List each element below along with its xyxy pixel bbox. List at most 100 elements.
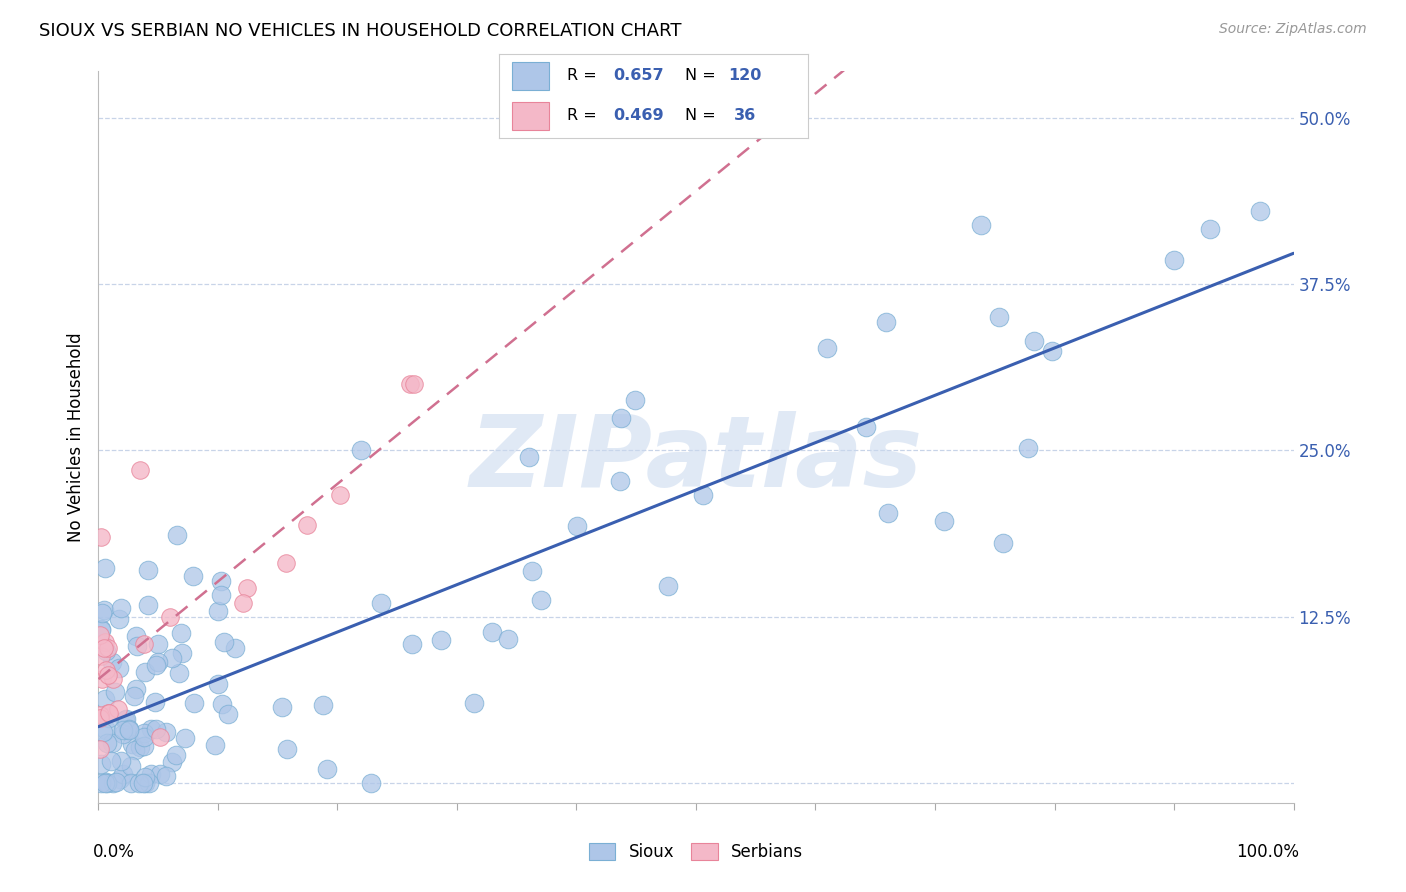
Sioux	[609, 410, 631, 425]
Text: 0.0%: 0.0%	[93, 843, 135, 861]
Sioux	[93, 603, 115, 617]
Sioux	[970, 218, 993, 232]
Sioux	[139, 767, 162, 781]
Serbians	[97, 641, 120, 656]
Sioux	[609, 475, 631, 489]
Serbians	[297, 517, 319, 532]
Sioux	[211, 697, 233, 711]
Sioux	[90, 623, 112, 637]
Sioux	[212, 634, 235, 648]
Sioux	[160, 755, 183, 769]
Sioux	[94, 775, 117, 789]
Sioux	[134, 665, 156, 679]
Serbians	[149, 730, 172, 744]
Sioux	[312, 698, 335, 712]
Serbians	[90, 648, 112, 663]
Sioux	[124, 689, 146, 703]
Sioux	[117, 722, 139, 736]
Serbians	[93, 641, 115, 656]
Sioux	[172, 646, 194, 660]
Sioux	[145, 722, 167, 736]
Sioux	[1199, 222, 1222, 236]
Text: R =: R =	[567, 68, 602, 83]
Serbians	[402, 376, 425, 391]
Sioux	[134, 770, 156, 784]
Sioux	[90, 622, 112, 636]
Sioux	[932, 515, 955, 529]
Sioux	[316, 762, 339, 776]
Sioux	[125, 640, 148, 654]
Sioux	[657, 578, 679, 592]
Serbians	[232, 596, 254, 610]
Sioux	[148, 767, 170, 781]
Sioux	[875, 315, 897, 329]
Sioux	[90, 757, 112, 772]
Sioux	[90, 776, 112, 790]
Sioux	[132, 776, 155, 790]
Sioux	[991, 535, 1014, 549]
Sioux	[209, 574, 232, 589]
Sioux	[370, 597, 392, 611]
Serbians	[94, 635, 117, 649]
Sioux	[430, 633, 453, 648]
Sioux	[114, 713, 136, 727]
Sioux	[169, 626, 191, 640]
Sioux	[139, 723, 162, 737]
Serbians	[94, 663, 117, 677]
Sioux	[1017, 441, 1039, 455]
Sioux	[183, 697, 205, 711]
Sioux	[111, 767, 134, 781]
Sioux	[271, 700, 294, 714]
Sioux	[114, 713, 136, 727]
Sioux	[815, 341, 838, 355]
Sioux	[117, 723, 139, 737]
Sioux	[207, 604, 229, 618]
FancyBboxPatch shape	[512, 102, 548, 130]
Sioux	[855, 419, 877, 434]
Sioux	[136, 563, 159, 577]
Sioux	[224, 641, 246, 656]
Sioux	[110, 601, 132, 615]
Sioux	[350, 442, 373, 457]
Sioux	[134, 726, 156, 740]
Sioux	[360, 776, 382, 790]
Sioux	[1040, 343, 1063, 358]
Serbians	[91, 672, 114, 686]
Sioux	[132, 731, 155, 745]
Sioux	[987, 310, 1010, 324]
Sioux	[167, 666, 190, 681]
Sioux	[129, 740, 152, 755]
Serbians	[129, 463, 152, 477]
Sioux	[1163, 252, 1185, 267]
Text: 100.0%: 100.0%	[1236, 843, 1299, 861]
Sioux	[174, 731, 197, 746]
Sioux	[91, 724, 114, 739]
Sioux	[624, 392, 647, 407]
Sioux	[207, 677, 229, 691]
Sioux	[529, 593, 551, 607]
Sioux	[96, 776, 118, 790]
Serbians	[107, 702, 129, 716]
Sioux	[118, 722, 141, 736]
Sioux	[463, 696, 485, 710]
Sioux	[1249, 203, 1271, 218]
Sioux	[155, 769, 177, 783]
Sioux	[146, 637, 169, 651]
Serbians	[89, 708, 111, 723]
Sioux	[96, 723, 118, 738]
Y-axis label: No Vehicles in Household: No Vehicles in Household	[66, 332, 84, 542]
Sioux	[124, 743, 146, 757]
Serbians	[103, 672, 125, 686]
Sioux	[107, 612, 129, 626]
Sioux	[520, 564, 543, 578]
Sioux	[101, 655, 124, 669]
Sioux	[101, 736, 124, 750]
FancyBboxPatch shape	[512, 62, 548, 90]
Sioux	[100, 754, 122, 768]
Sioux	[181, 569, 204, 583]
Text: 36: 36	[734, 108, 756, 123]
Sioux	[94, 692, 117, 706]
Sioux	[112, 727, 135, 741]
Sioux	[146, 655, 169, 669]
Serbians	[98, 706, 121, 721]
